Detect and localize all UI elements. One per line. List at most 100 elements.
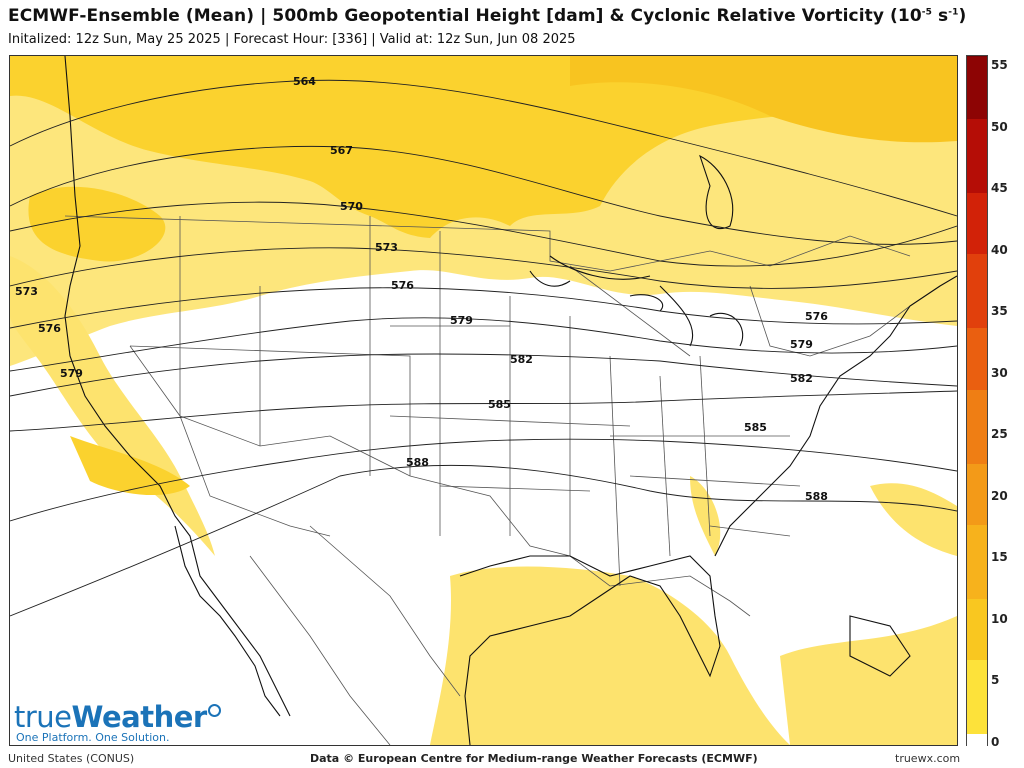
colorbar-cell [967, 462, 987, 476]
footer-website: truewx.com [895, 752, 961, 765]
colorbar-cell [967, 68, 987, 83]
colorbar-cell [967, 646, 987, 661]
colorbar-cell [967, 523, 987, 538]
colorbar-label: 5 [991, 673, 1000, 688]
contour-label-582: 582 [510, 353, 533, 366]
colorbar-cell [967, 683, 987, 698]
colorbar-cell [967, 708, 987, 722]
colorbar-cell [967, 92, 987, 107]
colorbar-cell [967, 597, 987, 612]
colorbar-cell [967, 486, 987, 501]
colorbar-cell [967, 388, 987, 402]
colorbar-cell [967, 449, 987, 464]
map-title: ECMWF-Ensemble (Mean) | 500mb Geopotenti… [8, 6, 967, 26]
vorticity-colorbar [966, 55, 988, 747]
colorbar-cell [967, 585, 987, 599]
colorbar-cell [967, 228, 987, 243]
contour-label-564: 564 [293, 75, 316, 88]
colorbar-cell [967, 474, 987, 489]
colorbar-cell [967, 80, 987, 95]
footer-data-credit: Data © European Centre for Medium-range … [310, 752, 758, 765]
vorticity-shading [10, 56, 957, 745]
contour-labels: 564 567 570 573 573 576 576 576 579 579 … [15, 75, 828, 503]
contour-label-576-east: 576 [805, 310, 828, 323]
colorbar-cell [967, 326, 987, 341]
logo-wordmark: trueWeather [14, 700, 221, 734]
colorbar-cell [967, 154, 987, 169]
colorbar-cell [967, 621, 987, 636]
contour-label-585: 585 [488, 398, 511, 411]
colorbar-cell [967, 191, 987, 206]
colorbar-cell [967, 56, 987, 70]
colorbar-cell [967, 117, 987, 132]
colorbar-cell [967, 560, 987, 575]
colorbar-cell [967, 658, 987, 673]
colorbar-cell [967, 105, 987, 119]
colorbar-cell [967, 412, 987, 427]
colorbar-cell [967, 363, 987, 378]
contour-label-573: 573 [375, 241, 398, 254]
colorbar-label: 40 [991, 242, 1008, 257]
colorbar-cell [967, 166, 987, 181]
colorbar-cell [967, 425, 987, 439]
colorbar-cell [967, 671, 987, 685]
state-boundaries [64, 215, 941, 745]
colorbar-label: 35 [991, 304, 1008, 319]
colorbar-cell [967, 265, 987, 279]
colorbar-label: 20 [991, 488, 1008, 503]
colorbar-label: 55 [991, 58, 1008, 73]
colorbar-cell [967, 142, 987, 156]
contour-label-588: 588 [406, 456, 429, 469]
colorbar-cell [967, 179, 987, 193]
weather-map[interactable]: 564 567 570 573 573 576 576 576 579 579 … [9, 55, 958, 746]
colorbar-cell [967, 511, 987, 526]
colorbar-cell [967, 351, 987, 366]
colorbar-cell [967, 634, 987, 649]
colorbar-cell [967, 240, 987, 255]
logo-circle-icon [207, 704, 221, 717]
colorbar-cell [967, 277, 987, 292]
colorbar-cell [967, 609, 987, 624]
contour-label-567: 567 [330, 144, 353, 157]
colorbar-cell [967, 314, 987, 329]
trueweather-logo: trueWeather One Platform. One Solution. [14, 700, 221, 744]
footer-region: United States (CONUS) [8, 752, 135, 765]
colorbar-cell [967, 572, 987, 587]
colorbar-label: 0 [991, 735, 1000, 749]
colorbar-cell [967, 695, 987, 710]
contour-label-585-east: 585 [744, 421, 767, 434]
colorbar-cell [967, 720, 987, 735]
contour-label-579-west: 579 [60, 367, 83, 380]
contour-label-576: 576 [391, 279, 414, 292]
colorbar-cell [967, 129, 987, 144]
contour-label-573-west: 573 [15, 285, 38, 298]
colorbar-cell [967, 338, 987, 353]
contour-label-588-east: 588 [805, 490, 828, 503]
contour-label-576-west: 576 [38, 322, 61, 335]
colorbar-cell [967, 498, 987, 513]
colorbar-label: 10 [991, 611, 1008, 626]
contour-label-579-east: 579 [790, 338, 813, 351]
colorbar-label: 25 [991, 427, 1008, 442]
colorbar-cell [967, 548, 987, 562]
colorbar-cell [967, 375, 987, 390]
height-contours [10, 79, 957, 617]
contour-label-579: 579 [450, 314, 473, 327]
colorbar-label: 50 [991, 119, 1008, 134]
colorbar-cell [967, 302, 987, 316]
colorbar-cell [967, 252, 987, 267]
colorbar-label: 15 [991, 550, 1008, 565]
colorbar-cell [967, 400, 987, 415]
colorbar-cell [967, 437, 987, 452]
map-subtitle: Initalized: 12z Sun, May 25 2025 | Forec… [8, 32, 576, 47]
colorbar-label: 45 [991, 181, 1008, 196]
logo-tagline: One Platform. One Solution. [16, 731, 170, 744]
colorbar-cell [967, 732, 987, 747]
colorbar-label: 30 [991, 365, 1008, 380]
colorbar-cell [967, 289, 987, 304]
map-canvas: 564 567 570 573 573 576 576 576 579 579 … [10, 56, 957, 745]
colorbar-cell [967, 203, 987, 218]
coastlines [64, 56, 957, 745]
colorbar-cell [967, 215, 987, 230]
contour-label-582-east: 582 [790, 372, 813, 385]
